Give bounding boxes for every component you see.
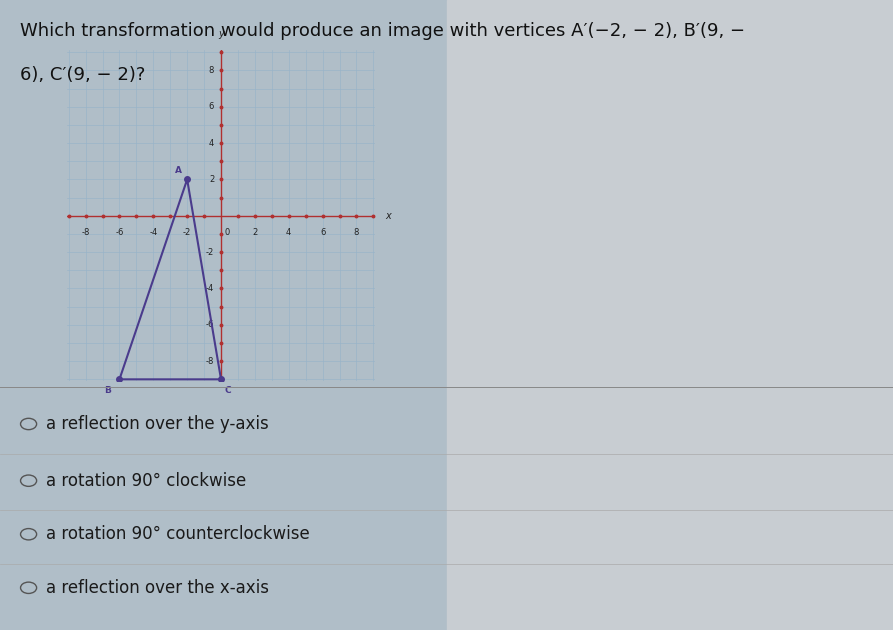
Text: -4: -4 [149,227,157,237]
Text: 2: 2 [252,227,257,237]
Text: 8: 8 [209,66,214,75]
Text: x: x [385,211,391,220]
Text: 0: 0 [224,229,230,238]
Text: a rotation 90° counterclockwise: a rotation 90° counterclockwise [46,525,310,543]
Text: 6: 6 [320,227,325,237]
Text: 4: 4 [209,139,214,147]
Text: -2: -2 [183,227,191,237]
Text: 6: 6 [209,102,214,112]
Text: -8: -8 [206,357,214,365]
Text: -6: -6 [115,227,123,237]
Text: -4: -4 [206,284,214,293]
Text: -2: -2 [206,248,214,256]
Text: 4: 4 [286,227,291,237]
Text: -6: -6 [206,320,214,329]
Text: a reflection over the x-axis: a reflection over the x-axis [46,579,270,597]
Text: Which transformation would produce an image with vertices A′(−2, − 2), B′(9, −: Which transformation would produce an im… [20,22,745,40]
Text: a rotation 90° clockwise: a rotation 90° clockwise [46,472,246,490]
Text: -8: -8 [81,227,90,237]
Bar [0,0,446,630]
Text: 8: 8 [354,227,359,237]
Text: A: A [175,166,182,175]
Text: a reflection over the y-axis: a reflection over the y-axis [46,415,269,433]
Bar [446,0,893,630]
Text: C: C [224,386,231,395]
Text: 2: 2 [209,175,214,184]
Text: y: y [218,30,224,40]
Text: B: B [104,386,111,395]
Text: 6), C′(9, − 2)?: 6), C′(9, − 2)? [20,66,145,84]
